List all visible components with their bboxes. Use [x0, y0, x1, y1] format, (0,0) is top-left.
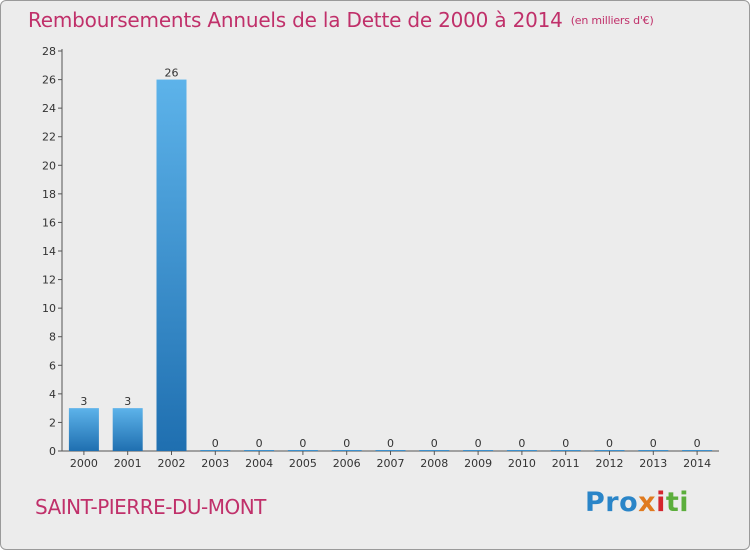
bar-2003 [200, 450, 231, 451]
value-label: 0 [256, 437, 263, 450]
logo-part-3: i [656, 487, 666, 518]
bar-2002 [156, 79, 187, 452]
x-tick-label: 2001 [114, 457, 142, 470]
value-label: 0 [343, 437, 350, 450]
value-label: 3 [124, 395, 131, 408]
y-tick-label: 16 [42, 216, 56, 229]
y-tick-label: 28 [42, 45, 56, 58]
y-tick-label: 8 [49, 331, 56, 344]
y-tick-label: 22 [42, 131, 56, 144]
value-label: 0 [562, 437, 569, 450]
y-tick-label: 14 [42, 245, 56, 258]
x-tick-label: 2008 [420, 457, 448, 470]
x-tick-label: 2006 [333, 457, 361, 470]
proxiti-logo[interactable]: Proxiti [585, 487, 689, 518]
value-label: 0 [650, 437, 657, 450]
logo-part-4: ti [665, 487, 690, 518]
value-label: 0 [431, 437, 438, 450]
x-tick-label: 2012 [596, 457, 624, 470]
bar-2014 [682, 450, 713, 451]
value-label: 0 [518, 437, 525, 450]
bar-2007 [375, 450, 406, 451]
x-tick-label: 2007 [377, 457, 405, 470]
bar-2001 [112, 408, 143, 451]
x-tick-label: 2003 [201, 457, 229, 470]
bar-2000 [68, 408, 99, 451]
x-tick-label: 2013 [639, 457, 667, 470]
bar-2012 [594, 450, 625, 451]
bar-2006 [331, 450, 362, 451]
value-label: 0 [387, 437, 394, 450]
bar-2008 [419, 450, 450, 451]
y-tick-label: 4 [49, 388, 56, 401]
x-tick-label: 2011 [552, 457, 580, 470]
y-tick-label: 0 [49, 445, 56, 458]
x-tick-label: 2010 [508, 457, 536, 470]
y-tick-label: 6 [49, 359, 56, 372]
value-label: 26 [165, 67, 179, 80]
y-tick-label: 26 [42, 74, 56, 87]
bar-2013 [638, 450, 669, 451]
x-tick-label: 2004 [245, 457, 273, 470]
y-tick-label: 2 [49, 416, 56, 429]
value-label: 0 [694, 437, 701, 450]
bar-2011 [550, 450, 581, 451]
bar-2005 [287, 450, 318, 451]
chart-labels: 2000 3 2001 3 2002 26 2003 0 2004 0 2005 0 2006 0 2007… [70, 67, 711, 470]
value-label: 0 [475, 437, 482, 450]
y-tick-label: 10 [42, 302, 56, 315]
x-tick-label: 2014 [683, 457, 711, 470]
bar-2009 [463, 450, 494, 451]
value-label: 0 [212, 437, 219, 450]
value-label: 3 [80, 395, 87, 408]
bar-2004 [244, 450, 275, 451]
chart-unit: (en milliers d'€) [570, 14, 654, 27]
y-tick-label: 18 [42, 188, 56, 201]
value-label: 0 [299, 437, 306, 450]
chart-title: Remboursements Annuels de la Dette de 20… [28, 8, 654, 32]
x-tick-label: 2005 [289, 457, 317, 470]
chart-bars [68, 79, 713, 452]
bar-2010 [506, 450, 537, 451]
y-tick-label: 24 [42, 102, 56, 115]
value-label: 0 [606, 437, 613, 450]
y-tick-label: 12 [42, 274, 56, 287]
x-tick-label: 2000 [70, 457, 98, 470]
x-tick-label: 2002 [158, 457, 186, 470]
logo-part-1: Pro [585, 487, 639, 518]
commune-name: SAINT-PIERRE-DU-MONT [35, 495, 266, 519]
y-tick-label: 20 [42, 159, 56, 172]
chart-title-text: Remboursements Annuels de la Dette de 20… [28, 8, 563, 32]
logo-part-2: x [638, 487, 657, 518]
x-tick-label: 2009 [464, 457, 492, 470]
